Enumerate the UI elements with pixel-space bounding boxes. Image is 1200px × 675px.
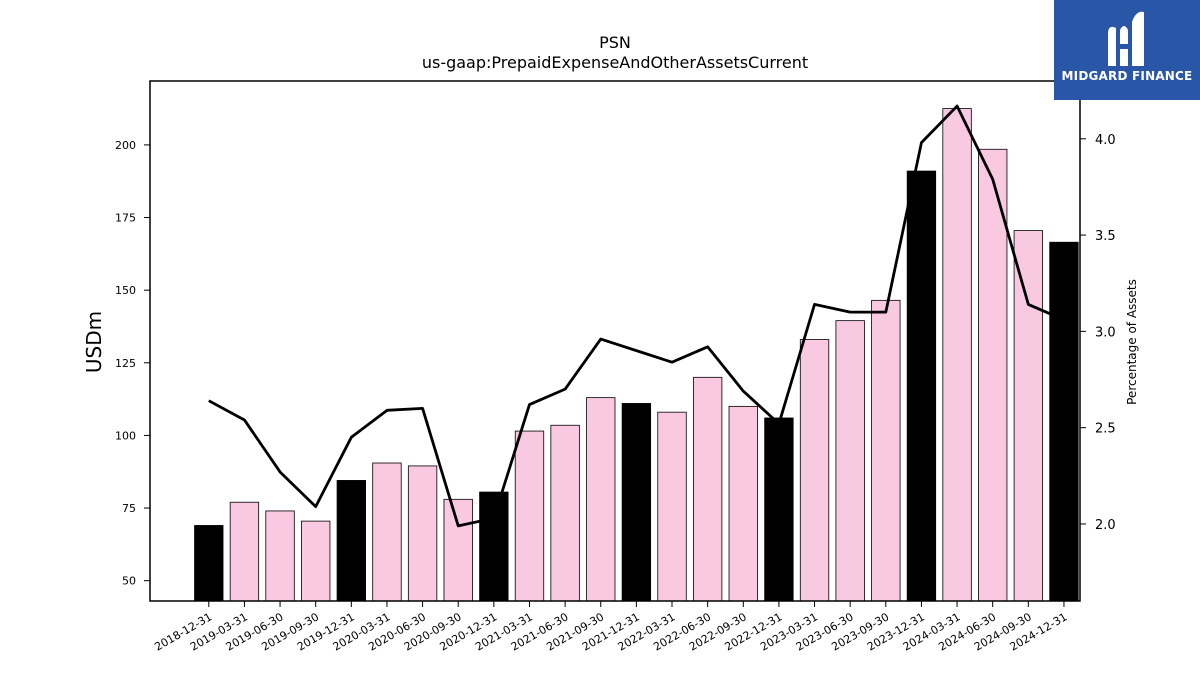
y2-tick-label: 3.5 (1095, 229, 1116, 244)
bar-2024-06-30 (978, 148, 1008, 602)
logo-text: MIDGARD FINANCE (1061, 69, 1193, 83)
y-tick-label: 150 (115, 284, 136, 297)
midgard-m-logo-icon (1108, 11, 1144, 66)
bar-2018-12-31 (194, 525, 224, 602)
bar-2021-03-31 (514, 430, 545, 602)
bar-2021-09-30 (586, 397, 616, 602)
y2-tick-label: 2.5 (1095, 422, 1116, 437)
y-tick-label: 200 (115, 139, 136, 152)
plot-frame (149, 80, 1081, 602)
bar-2022-12-31 (764, 417, 794, 602)
y2-tick-label: 3.0 (1095, 325, 1116, 340)
bar-2023-03-31 (799, 339, 830, 602)
chart-subtitle: us-gaap:PrepaidExpenseAndOtherAssetsCurr… (422, 53, 808, 72)
bar-2019-09-30 (301, 520, 331, 602)
y-axis-label: USDm (82, 311, 106, 373)
bar-2022-03-31 (657, 411, 687, 602)
bar-2022-06-30 (692, 376, 723, 602)
y-tick-label: 175 (115, 212, 136, 225)
chart-title: PSN (599, 33, 631, 52)
bar-2020-06-30 (407, 465, 438, 602)
bar-2021-06-30 (550, 424, 580, 602)
bar-2022-09-30 (728, 405, 758, 602)
bar-2024-03-31 (942, 108, 972, 602)
bars-group (194, 108, 1079, 602)
y-tick-label: 100 (115, 429, 136, 442)
bar-2024-09-30 (1013, 230, 1043, 602)
y2-tick-label: 2.0 (1095, 518, 1116, 533)
line-group (208, 104, 1065, 528)
bar-2023-09-30 (871, 299, 901, 602)
y2-axis-label: Percentage of Assets (1125, 279, 1139, 405)
bar-2019-12-31 (336, 480, 366, 602)
midgard-finance-logo: MIDGARD FINANCE (1054, 0, 1200, 100)
bar-2020-12-31 (479, 491, 509, 602)
bar-2019-06-30 (265, 510, 295, 602)
bar-2023-06-30 (835, 320, 865, 602)
bar-2019-03-31 (229, 501, 260, 602)
y-tick-label: 75 (122, 502, 136, 515)
bar-2020-09-30 (443, 498, 473, 602)
bar-2024-12-31 (1049, 241, 1079, 602)
y2-tick-label: 4.0 (1095, 133, 1116, 148)
bar-2023-12-31 (906, 170, 937, 602)
y-tick-label: 50 (122, 575, 136, 588)
bar-2021-12-31 (621, 403, 652, 602)
y-tick-label: 125 (115, 357, 136, 370)
bar-2020-03-31 (372, 462, 402, 602)
